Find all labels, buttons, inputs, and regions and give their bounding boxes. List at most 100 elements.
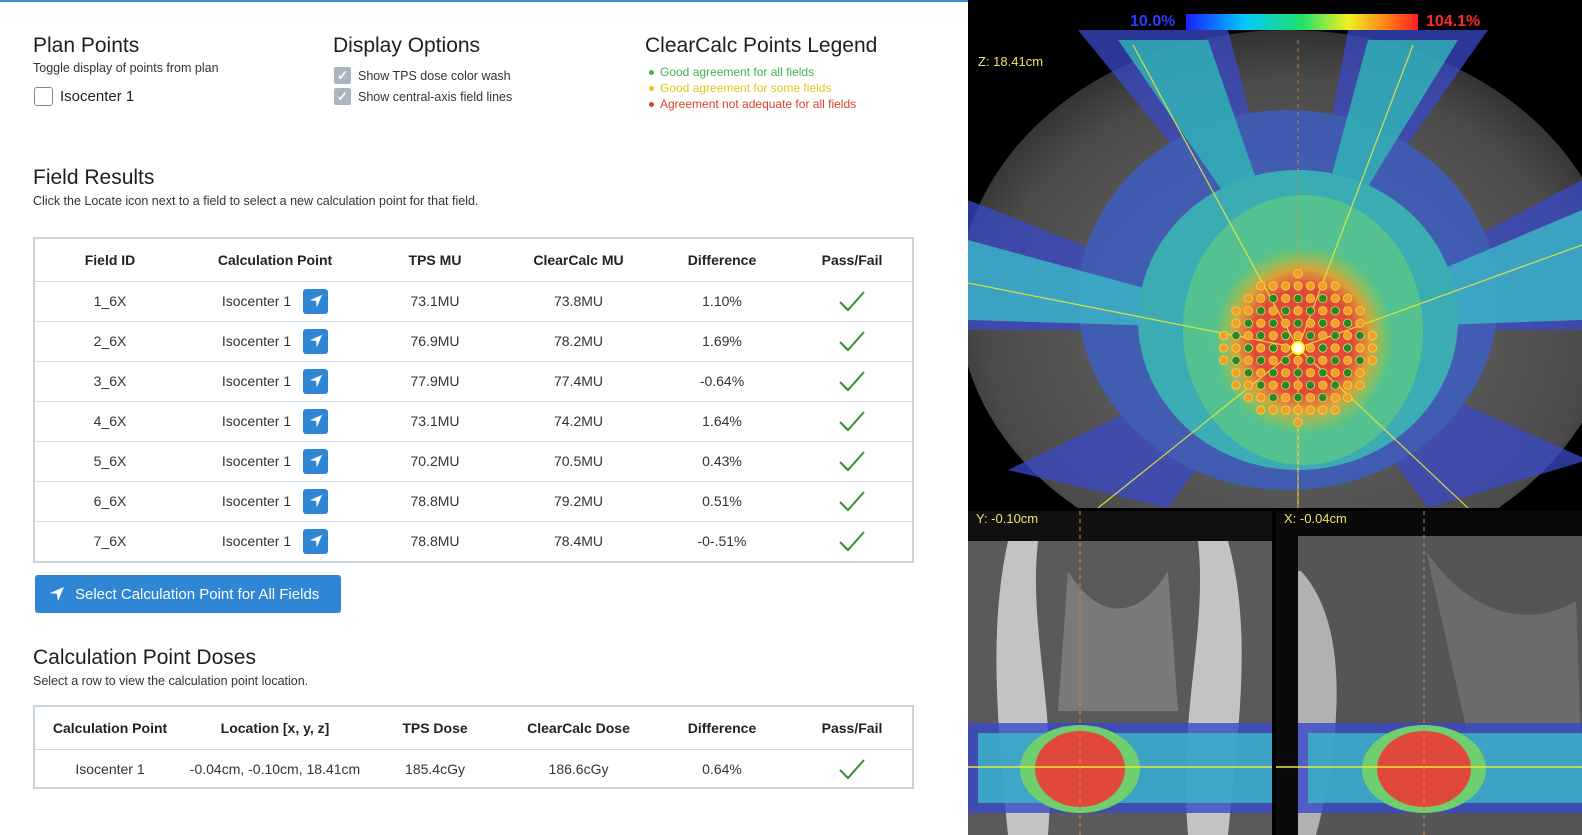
col-clearcalc-dose[interactable]: ClearCalc Dose [505,707,652,750]
calc-point-marker[interactable] [1318,405,1328,415]
calc-point-marker[interactable] [1219,355,1229,365]
calc-point-marker[interactable] [1219,343,1229,353]
calc-point-marker[interactable] [1330,281,1340,291]
col-difference[interactable]: Difference [652,239,792,282]
calc-point-marker[interactable] [1305,380,1315,390]
calc-point-marker[interactable] [1367,355,1377,365]
calc-point-marker[interactable] [1243,343,1253,353]
calc-point-marker[interactable] [1367,330,1377,341]
calc-point-marker[interactable] [1231,343,1241,353]
locate-icon[interactable] [303,408,329,434]
calc-point-marker[interactable] [1293,318,1303,328]
table-row[interactable]: 3_6X Isocenter 1 77.9MU 77.4MU -0.64% [35,361,912,402]
calc-point-marker[interactable] [1330,306,1340,316]
calc-point-marker[interactable] [1305,343,1315,353]
calc-point-marker[interactable] [1342,392,1353,403]
calc-point-marker[interactable] [1293,380,1303,390]
calc-point-marker[interactable] [1256,380,1266,390]
calc-point-marker[interactable] [1293,281,1303,291]
calc-point-marker[interactable] [1268,368,1278,378]
calc-point-marker[interactable] [1330,355,1340,365]
calc-point-marker[interactable] [1243,392,1253,403]
calc-point-marker[interactable] [1243,330,1253,341]
calc-point-marker[interactable] [1256,392,1266,403]
dose-wash-toggle[interactable]: ✓ Show TPS dose color wash [334,67,511,84]
col-location[interactable]: Location [x, y, z] [185,707,365,750]
calc-point-marker[interactable] [1280,368,1291,378]
isocenter-toggle[interactable]: Isocenter 1 [34,87,134,106]
calc-point-marker[interactable] [1280,281,1291,291]
calc-point-marker[interactable] [1342,293,1353,303]
table-row[interactable]: 4_6X Isocenter 1 73.1MU 74.2MU 1.64% [35,401,912,442]
calc-point-marker[interactable] [1256,293,1266,303]
calc-point-marker[interactable] [1256,343,1266,353]
calc-point-marker[interactable] [1219,330,1229,341]
select-point-all-fields-button[interactable]: Select Calculation Point for All Fields [35,575,341,613]
locate-icon[interactable] [303,288,329,314]
calc-point-marker[interactable] [1342,380,1353,390]
calc-point-marker[interactable] [1355,343,1365,353]
calc-point-marker[interactable] [1330,392,1340,403]
calc-point-marker[interactable] [1231,306,1241,316]
col-clearcalc-mu[interactable]: ClearCalc MU [505,239,652,282]
calc-point-marker[interactable] [1305,293,1315,303]
calc-point-marker[interactable] [1280,343,1291,353]
calc-point-marker[interactable] [1342,330,1353,341]
calc-point-marker[interactable] [1293,293,1303,303]
calc-point-marker[interactable] [1355,355,1365,365]
table-row[interactable]: 6_6X Isocenter 1 78.8MU 79.2MU 0.51% [35,481,912,522]
table-row[interactable]: 1_6X Isocenter 1 73.1MU 73.8MU 1.10% [35,281,912,322]
table-row[interactable]: 5_6X Isocenter 1 70.2MU 70.5MU 0.43% [35,441,912,482]
coronal-view[interactable]: Y: -0.10cm [968,511,1272,835]
calc-point-marker[interactable] [1268,306,1278,316]
calc-point-marker[interactable] [1293,330,1303,341]
col-calculation-point[interactable]: Calculation Point [185,239,365,282]
calc-point-marker[interactable] [1243,355,1253,365]
dose-wash-checkbox[interactable]: ✓ [334,67,351,84]
calc-point-marker[interactable] [1256,355,1266,365]
col-difference[interactable]: Difference [652,707,792,750]
calc-point-marker[interactable] [1318,306,1328,316]
calc-point-marker[interactable] [1268,380,1278,390]
axial-view[interactable]: 10.0% 104.1% Z: 18.41cm [968,0,1582,508]
calc-point-marker[interactable] [1268,281,1278,291]
calc-point-marker[interactable] [1330,293,1340,303]
isocenter-checkbox[interactable] [34,87,53,106]
calc-point-marker[interactable] [1231,380,1241,390]
calc-point-marker[interactable] [1330,368,1340,378]
calc-point-marker[interactable] [1243,306,1253,316]
calc-point-marker[interactable] [1256,368,1266,378]
calc-point-marker[interactable] [1305,392,1315,403]
calc-point-marker[interactable] [1268,405,1278,415]
calc-point-marker[interactable] [1243,380,1253,390]
calc-point-marker[interactable] [1342,343,1353,353]
calc-point-marker[interactable] [1256,306,1266,316]
calc-point-marker[interactable] [1305,318,1315,328]
calc-point-marker[interactable] [1318,281,1328,291]
calc-point-marker[interactable] [1293,306,1303,316]
calc-point-marker[interactable] [1280,330,1291,341]
calc-point-marker[interactable] [1305,281,1315,291]
calc-point-marker[interactable] [1268,343,1278,353]
calc-point-marker[interactable] [1231,368,1241,378]
col-calculation-point[interactable]: Calculation Point [35,707,185,750]
locate-icon[interactable] [303,448,329,474]
calc-point-marker[interactable] [1330,405,1340,415]
calc-point-marker[interactable] [1256,405,1266,415]
locate-icon[interactable] [303,328,329,354]
calc-point-marker[interactable] [1268,293,1278,303]
calc-point-marker[interactable] [1318,330,1328,341]
calc-point-marker[interactable] [1268,330,1278,341]
field-lines-toggle[interactable]: ✓ Show central-axis field lines [334,88,512,105]
calc-point-marker[interactable] [1293,417,1303,427]
coronal-ct-image[interactable] [968,511,1272,835]
calc-point-marker[interactable] [1293,405,1303,415]
calc-point-marker[interactable] [1305,405,1315,415]
table-row[interactable]: Isocenter 1 -0.04cm, -0.10cm, 18.41cm 18… [35,749,912,789]
calc-point-marker[interactable] [1280,380,1291,390]
sagittal-ct-image[interactable] [1276,511,1582,835]
calc-point-marker[interactable] [1293,368,1303,378]
calc-point-marker[interactable] [1318,380,1328,390]
calc-point-marker[interactable] [1293,392,1303,403]
calc-point-marker[interactable] [1231,355,1241,365]
